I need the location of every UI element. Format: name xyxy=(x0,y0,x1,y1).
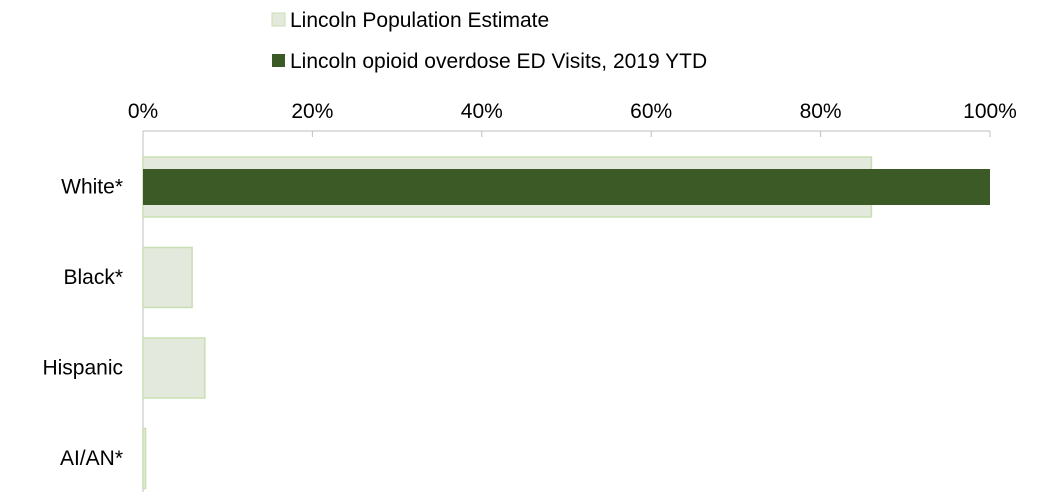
category-label: White* xyxy=(61,175,123,198)
bars xyxy=(142,156,990,490)
legend-swatch-population xyxy=(271,12,286,27)
legend: Lincoln Population Estimate Lincoln opio… xyxy=(271,9,707,73)
x-tick-label: 60% xyxy=(630,100,672,123)
bar-population xyxy=(142,427,147,490)
legend-label-ed-visits: Lincoln opioid overdose ED Visits, 2019 … xyxy=(290,50,707,73)
category-label: Hispanic xyxy=(42,356,123,379)
category-label: AI/AN* xyxy=(60,447,123,470)
legend-swatch-ed-visits xyxy=(272,54,285,67)
x-axis: 0% 20% 40% 60% 80% 100% xyxy=(128,100,1017,492)
bar-population xyxy=(142,337,206,399)
x-tick-label: 40% xyxy=(461,100,503,123)
bar-population xyxy=(142,246,193,309)
x-tick-label: 80% xyxy=(800,100,842,123)
x-tick-label: 0% xyxy=(128,100,158,123)
x-tick-label: 100% xyxy=(963,100,1017,123)
legend-label-population: Lincoln Population Estimate xyxy=(290,9,549,32)
category-label: Black* xyxy=(63,266,123,289)
bar-ed-visits xyxy=(143,169,990,205)
x-tick-label: 20% xyxy=(291,100,333,123)
category-labels: White* Black* Hispanic AI/AN* xyxy=(42,175,123,470)
